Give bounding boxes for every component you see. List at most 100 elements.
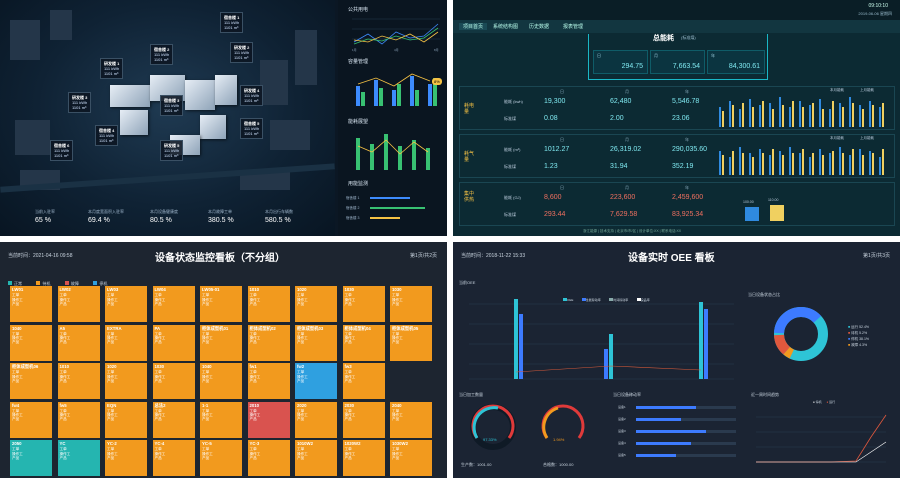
equipment-tile[interactable]: 柜体成型机03 工单 操作工 产品: [295, 324, 337, 361]
trend-legend: ● 停机 ● 运行: [813, 400, 836, 404]
value: 31.94: [610, 163, 628, 170]
equipment-tile[interactable]: YC-5 工单 操作工 产品: [200, 440, 242, 476]
equipment-tile[interactable]: 柜体成型机05 工单 操作工 产品: [390, 324, 432, 361]
tile-field: 工单: [392, 331, 400, 336]
equipment-tile[interactable]: PA 工单 操作工 产品: [152, 324, 195, 361]
tile-name: 1010: [249, 287, 260, 292]
tile-field: 产品: [154, 455, 162, 460]
equipment-tile[interactable]: fw5 工单 操作工 产品: [57, 401, 100, 438]
tile-field: 操作工: [59, 297, 71, 302]
equipment-tile[interactable]: 柜体成型机04 工单 操作工 产品: [342, 324, 385, 361]
rank-bar: [370, 207, 425, 209]
equipment-tile[interactable]: EXTRA 工单 操作工 产品: [105, 324, 147, 361]
tile-name: YC-5: [202, 441, 212, 446]
tile-field: 操作工: [12, 374, 23, 379]
tile-field: 操作工: [154, 451, 166, 456]
section-name: 集中供热: [464, 191, 475, 203]
tile-field: 工单: [202, 447, 210, 452]
equipment-tile[interactable]: LW03 工单 操作工 产品: [105, 286, 147, 322]
menu-item[interactable]: 系统结构图: [493, 24, 519, 30]
equipment-tile[interactable]: 1020W2 工单 操作工 产品: [342, 440, 385, 476]
building-card[interactable]: 研发楼 5 111 kWh 1101 m³: [160, 140, 184, 161]
menu-item[interactable]: 报表管理: [563, 24, 584, 30]
row-label: 能耗 (kwh): [504, 99, 523, 104]
equipment-tile[interactable]: 2020 工单 操作工 产品: [295, 401, 337, 438]
equipment-tile[interactable]: 1030 工单 操作工 产品: [152, 363, 195, 399]
building-card[interactable]: 研发楼 2 111 kWh 1101 m³: [230, 42, 254, 63]
equipment-tile[interactable]: 1010 工单 操作工 产品: [247, 286, 290, 322]
chart-title: 当前OEE: [459, 280, 476, 285]
equipment-tile[interactable]: 1030W2 工单 操作工 产品: [390, 440, 432, 476]
building-card[interactable]: 研发楼 4 111 kWh 1101 m³: [240, 85, 264, 106]
equipment-tile[interactable]: fw3 工单 操作工 产品: [342, 363, 385, 399]
equipment-tile[interactable]: 1040 工单 操作工 产品: [10, 324, 52, 361]
trend-line-chart: [756, 414, 887, 463]
tile-field: 操作工: [59, 374, 71, 379]
equipment-tile[interactable]: 1030 工单 操作工 产品: [342, 286, 385, 322]
col-header: 日: [560, 137, 564, 142]
equipment-tile[interactable]: 柜体成型机02 工单 操作工 产品: [247, 324, 290, 361]
building-card[interactable]: 宿舍楼 1 111 kWh 1101 m³: [220, 12, 244, 33]
equipment-tile[interactable]: LW02 工单 操作工 产品: [57, 286, 100, 322]
equipment-tile[interactable]: fw4 工单 操作工 产品: [10, 401, 52, 438]
equipment-tile[interactable]: 1020 工单 操作工 产品: [295, 286, 337, 322]
tile-name: EXTRA: [107, 325, 122, 331]
hbar: [636, 406, 696, 409]
tile-field: 工单: [59, 408, 67, 413]
gauge-value: 97.33%: [483, 437, 497, 442]
equipment-tile[interactable]: A5 工单 操作工 产品: [57, 324, 100, 361]
legend-item: 上月能耗: [860, 136, 874, 140]
tile-name: PA: [154, 325, 161, 331]
building-card[interactable]: 研发楼 1 111 kWh 1101 m³: [100, 58, 124, 79]
equipment-tile[interactable]: 1-1 工单 操作工 产品: [200, 401, 242, 438]
equipment-tile[interactable]: LW05-01 工单 操作工 产品: [200, 286, 242, 322]
donut-title: 当日设备状态占比: [748, 292, 780, 297]
menu-item[interactable]: 历史数据: [529, 24, 550, 30]
equipment-tile[interactable]: fw2 工单 操作工 产品: [295, 363, 337, 399]
equipment-tile[interactable]: 2010 工单 操作工 产品: [247, 401, 290, 438]
equipment-tile[interactable]: YC-2 工单 操作工 产品: [105, 440, 147, 476]
tile-field: 操作工: [154, 297, 166, 302]
equipment-tile[interactable]: 2040 工单 操作工 产品: [390, 401, 432, 438]
tile-field: 工单: [344, 447, 352, 452]
equipment-tile[interactable]: 1040 工单 操作工 产品: [200, 363, 242, 399]
tile-field: 工单: [202, 370, 210, 375]
equipment-tile[interactable]: YC-3 工单 操作工 产品: [247, 440, 290, 476]
section-name: 耗气量: [464, 151, 475, 163]
equipment-tile[interactable]: 总法2 工单 操作工 产品: [152, 401, 195, 438]
tile-field: 工单: [154, 331, 162, 336]
building-card[interactable]: 宿舍楼 3 111 kWh 1101 m³: [160, 95, 184, 116]
equipment-tile[interactable]: 2030 工单 操作工 产品: [342, 401, 385, 438]
equipment-tile[interactable]: EQN 工单 操作工 产品: [105, 401, 147, 438]
stat-value: 69.4 %: [88, 217, 110, 224]
equipment-tile[interactable]: 柜体成型机01 工单 操作工 产品: [200, 324, 242, 361]
tile-name: 1010W2: [297, 441, 314, 446]
equipment-tile[interactable]: 1030 工单 操作工 产品: [390, 286, 432, 322]
legend-swatch: [36, 281, 41, 285]
equipment-tile[interactable]: YC 工单 操作工 产品: [57, 440, 100, 476]
equipment-tile[interactable]: 柜体成型机06 工单 操作工 产品: [10, 363, 52, 399]
equipment-tile[interactable]: fw1 工单 操作工 产品: [247, 363, 290, 399]
equipment-tile[interactable]: 2050 工单 操作工 产品: [10, 440, 52, 476]
building-card[interactable]: 研发楼 3 111 kWh 1101 m³: [68, 92, 92, 113]
equipment-tile[interactable]: 1010W2 工单 操作工 产品: [295, 440, 337, 476]
tile-name: 1020W2: [344, 441, 361, 446]
tile-field: 操作工: [12, 413, 23, 418]
building-card[interactable]: 宿舍楼 6 111 kWh 1101 m³: [50, 140, 74, 161]
building-card[interactable]: 宿舍楼 2 111 kWh 1101 m³: [150, 44, 174, 65]
tile-field: 产品: [154, 301, 162, 306]
tile-field: 操作工: [202, 374, 213, 379]
menu-item[interactable]: 项目首页: [459, 23, 488, 30]
equipment-tile[interactable]: 1020 工单 操作工 产品: [105, 363, 147, 399]
equipment-tile[interactable]: YC-4 工单 操作工 产品: [152, 440, 195, 476]
legend: 正常 待机 故障 停机: [8, 272, 107, 286]
tile-field: 操作工: [392, 413, 403, 418]
equipment-tile[interactable]: LW04 工单 操作工 产品: [152, 286, 195, 322]
x-tick: 8月: [434, 48, 439, 52]
equipment-tile[interactable]: 1010 工单 操作工 产品: [57, 363, 100, 399]
tile-field: 操作工: [202, 297, 213, 302]
building-card[interactable]: 宿舍楼 5 111 kWh 1101 m³: [240, 118, 264, 139]
building-card[interactable]: 宿舍楼 4 111 kWh 1101 m³: [95, 125, 119, 146]
equipment-tile[interactable]: LW01 工单 操作工 产品: [10, 286, 52, 322]
tile-name: 1030: [154, 364, 165, 369]
